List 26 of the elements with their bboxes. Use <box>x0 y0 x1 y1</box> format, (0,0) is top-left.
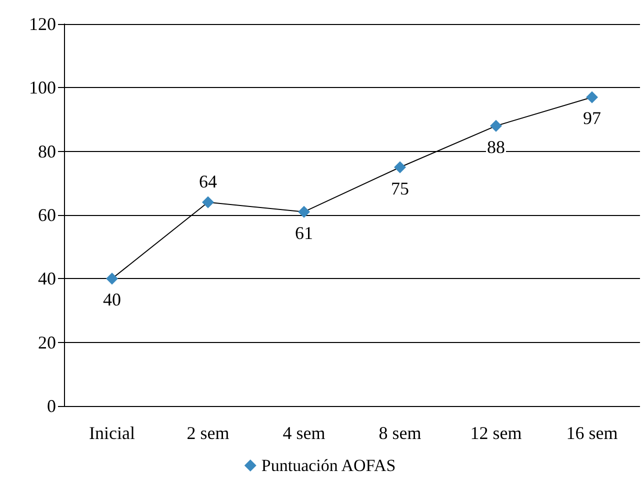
data-label: 64 <box>199 171 217 192</box>
point <box>394 161 406 174</box>
data-label: 88 <box>487 136 505 157</box>
y-tick-label: 0 <box>47 396 56 416</box>
point <box>202 196 214 208</box>
point <box>490 120 502 132</box>
data-label: 61 <box>295 222 313 243</box>
data-label: 97 <box>583 108 601 128</box>
x-tick-label: 12 sem <box>470 423 522 443</box>
x-tick-label: 4 sem <box>282 423 326 443</box>
data-label: 40 <box>103 290 121 310</box>
y-tick-label: 80 <box>38 141 56 162</box>
x-tick-label: Inicial <box>89 423 135 443</box>
y-tick-label: 120 <box>29 14 56 34</box>
legend-label: Puntuación AOFAS <box>261 456 396 475</box>
y-tick-label: 100 <box>29 78 56 98</box>
y-tick-label: 20 <box>38 332 56 352</box>
point <box>298 206 310 218</box>
x-tick-label: 16 sem <box>566 423 618 443</box>
y-tick-label: 60 <box>38 205 56 225</box>
x-tick-label: 2 sem <box>186 423 230 443</box>
y-tick-label: 40 <box>38 268 56 289</box>
data-label: 75 <box>391 178 409 198</box>
x-tick-label: 8 sem <box>378 423 422 443</box>
point <box>106 272 118 285</box>
point <box>586 91 598 104</box>
